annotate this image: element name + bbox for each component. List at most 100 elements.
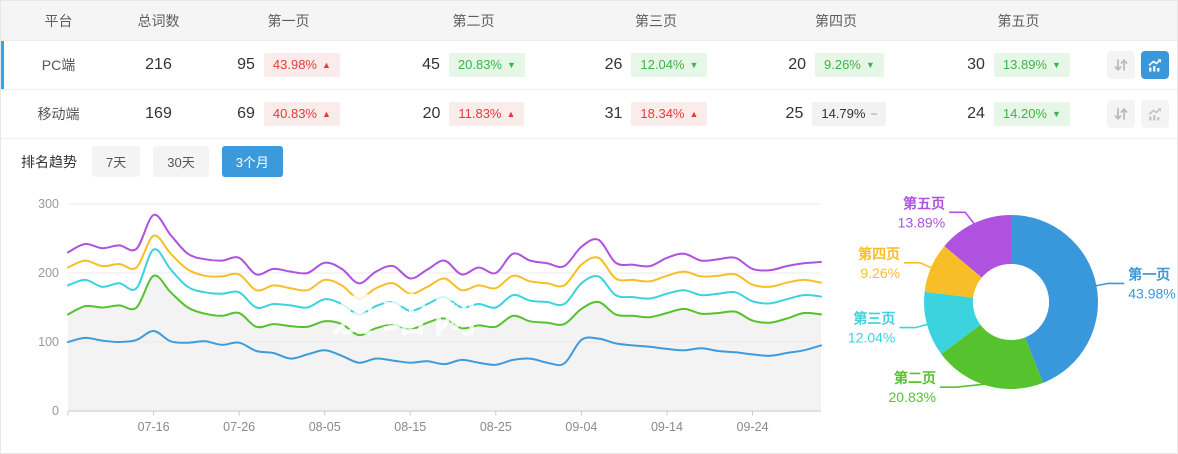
charts-area: 07-16 07-26 08-05 08-15 08-25 09-04 09-14 09-24… [1,186,1177,453]
page1-cell: 95 43.98% ▲ [201,53,376,77]
column-header-5: 第三页 [635,12,677,29]
change-badge: 40.83% ▲ [263,102,340,126]
donut-leader-第一页 [1094,282,1125,287]
change-percent: 11.83% [458,106,502,122]
column-header-6: 第四页 [815,12,857,29]
rank-table-body: PC端 216 95 43.98% ▲ 45 20.83% ▼ 26 12.04% ▼ 20 9.26%… [1,41,1177,139]
page-count: 24 [967,105,985,122]
column-header-4: 第二页 [452,12,495,29]
change-percent: 40.83% [272,106,317,122]
line-series-第一页 [67,330,822,367]
donut-percent-第四页: 9.26% [860,265,900,281]
x-axis-label: 07-26 [223,420,255,434]
row-actions [1106,51,1177,79]
rank-table-header: 平台 总词数 第一页 第二页 第三页 第四页 第五页 [1,1,1177,41]
row-actions [1106,100,1177,128]
trend-down-icon: ▼ [506,59,516,70]
table-row-mobile[interactable]: 移动端 169 69 40.83% ▲ 20 11.83% ▲ 31 18.34% ▲ 25 14.79… [1,90,1177,139]
donut-label-第一页: 第一页 [1128,266,1170,282]
platform-cell: PC端 [41,57,76,73]
trend-up-icon: ▲ [689,108,699,119]
donut-slice-第五页[interactable] [944,215,1011,278]
donut-percent-第五页: 13.89% [898,214,945,230]
rank-table: 平台 总词数 第一页 第二页 第三页 第四页 第五页 PC端 216 95 43.98% ▲ 45 20… [1,1,1177,139]
donut-label-第四页: 第四页 [858,246,900,262]
donut-leader-第三页 [899,323,930,329]
page-distribution-donut: 第一页 43.98% 第二页 20.83% 第三页 12.04% 第四页 9.26% 第五页 13… [831,171,1177,453]
page-count: 45 [422,56,440,73]
table-row-pc[interactable]: PC端 216 95 43.98% ▲ 45 20.83% ▼ 26 12.04% ▼ 20 9.26%… [1,41,1177,90]
change-badge: 43.98% ▲ [263,53,340,77]
page-count: 26 [604,56,623,73]
platform-cell: 移动端 [37,106,80,122]
column-header-7: 第五页 [997,12,1040,29]
donut-label-第三页: 第三页 [853,311,895,327]
trend-chart-icon [1148,59,1161,72]
change-percent: 12.04% [640,57,685,73]
change-percent: 14.20% [1002,106,1047,122]
column-header-2: 总词数 [137,12,180,29]
trend-line-chart: 07-16 07-26 08-05 08-15 08-25 09-04 09-14 09-24… [1,186,836,453]
trend-toolbar: 排名趋势 7天 30天 3个月 [1,139,1177,184]
change-badge: 18.34% ▲ [631,102,708,126]
x-axis-label: 09-14 [651,420,683,434]
page5-cell: 30 13.89% ▼ [931,53,1106,77]
donut-slice-第二页[interactable] [941,324,1044,389]
chart-toggle-button[interactable] [1141,51,1169,79]
page-count: 30 [967,56,985,73]
y-axis-label: 300 [38,197,59,211]
x-axis-label: 08-25 [480,420,512,434]
page-count: 95 [237,56,255,73]
line-series-第二页 [67,274,822,337]
change-badge: 9.26% ▼ [815,53,884,77]
trend-section-title: 排名趋势 [21,153,77,170]
donut-percent-第三页: 12.04% [848,330,895,346]
donut-hole [973,264,1049,340]
change-percent: 14.79% [821,106,866,122]
page-count: 25 [785,105,804,122]
tab-3m[interactable]: 3个月 [221,146,283,177]
total-words-cell: 169 [145,105,172,122]
column-header-3: 第一页 [267,12,310,29]
range-tabs: 7天 30天 3个月 [92,146,283,177]
donut-chart-svg: 第一页 43.98% 第二页 20.83% 第三页 12.04% 第四页 9.26% 第五页 13… [848,195,1176,405]
trend-up-icon: ▲ [321,59,331,70]
trend-up-icon: ▲ [506,108,516,119]
donut-leader-第四页 [904,262,934,270]
area-fill [68,275,821,411]
sort-arrows-icon [1114,108,1128,120]
y-axis-label: 200 [38,266,59,280]
donut-slice-第四页[interactable] [924,246,982,298]
sort-button[interactable] [1107,100,1135,128]
line-series-第四页 [67,234,822,300]
trend-chart-icon [1148,108,1161,121]
donut-leader-第五页 [949,211,976,226]
tab-30d[interactable]: 30天 [153,146,209,177]
change-badge: 14.20% ▼ [993,102,1070,126]
line-series-第五页 [67,213,822,285]
trend-up-icon: ▲ [321,108,331,119]
column-header-1: 平台 [44,12,73,29]
tab-7d[interactable]: 7天 [92,146,141,177]
y-axis-label: 0 [52,404,59,418]
line-series-第三页 [67,248,822,316]
page3-cell: 26 12.04% ▼ [571,53,741,77]
page-count: 31 [604,105,623,122]
page2-cell: 20 11.83% ▲ [376,102,571,126]
total-words-cell: 216 [145,56,172,73]
chart-toggle-button[interactable] [1141,100,1169,128]
x-axis-label: 08-15 [394,420,426,434]
donut-slice-第三页[interactable] [924,291,981,354]
donut-slice-第一页[interactable] [1011,215,1098,383]
trend-flat-icon: − [870,106,878,121]
donut-label-第二页: 第二页 [894,370,936,386]
page4-cell: 20 9.26% ▼ [741,53,931,77]
trend-down-icon: ▼ [1051,108,1061,119]
page-count: 69 [237,105,255,122]
sort-button[interactable] [1107,51,1135,79]
x-axis-label: 08-05 [309,420,341,434]
change-percent: 18.34% [640,106,685,122]
x-axis-label: 07-16 [138,420,170,434]
donut-leader-第二页 [940,383,988,388]
